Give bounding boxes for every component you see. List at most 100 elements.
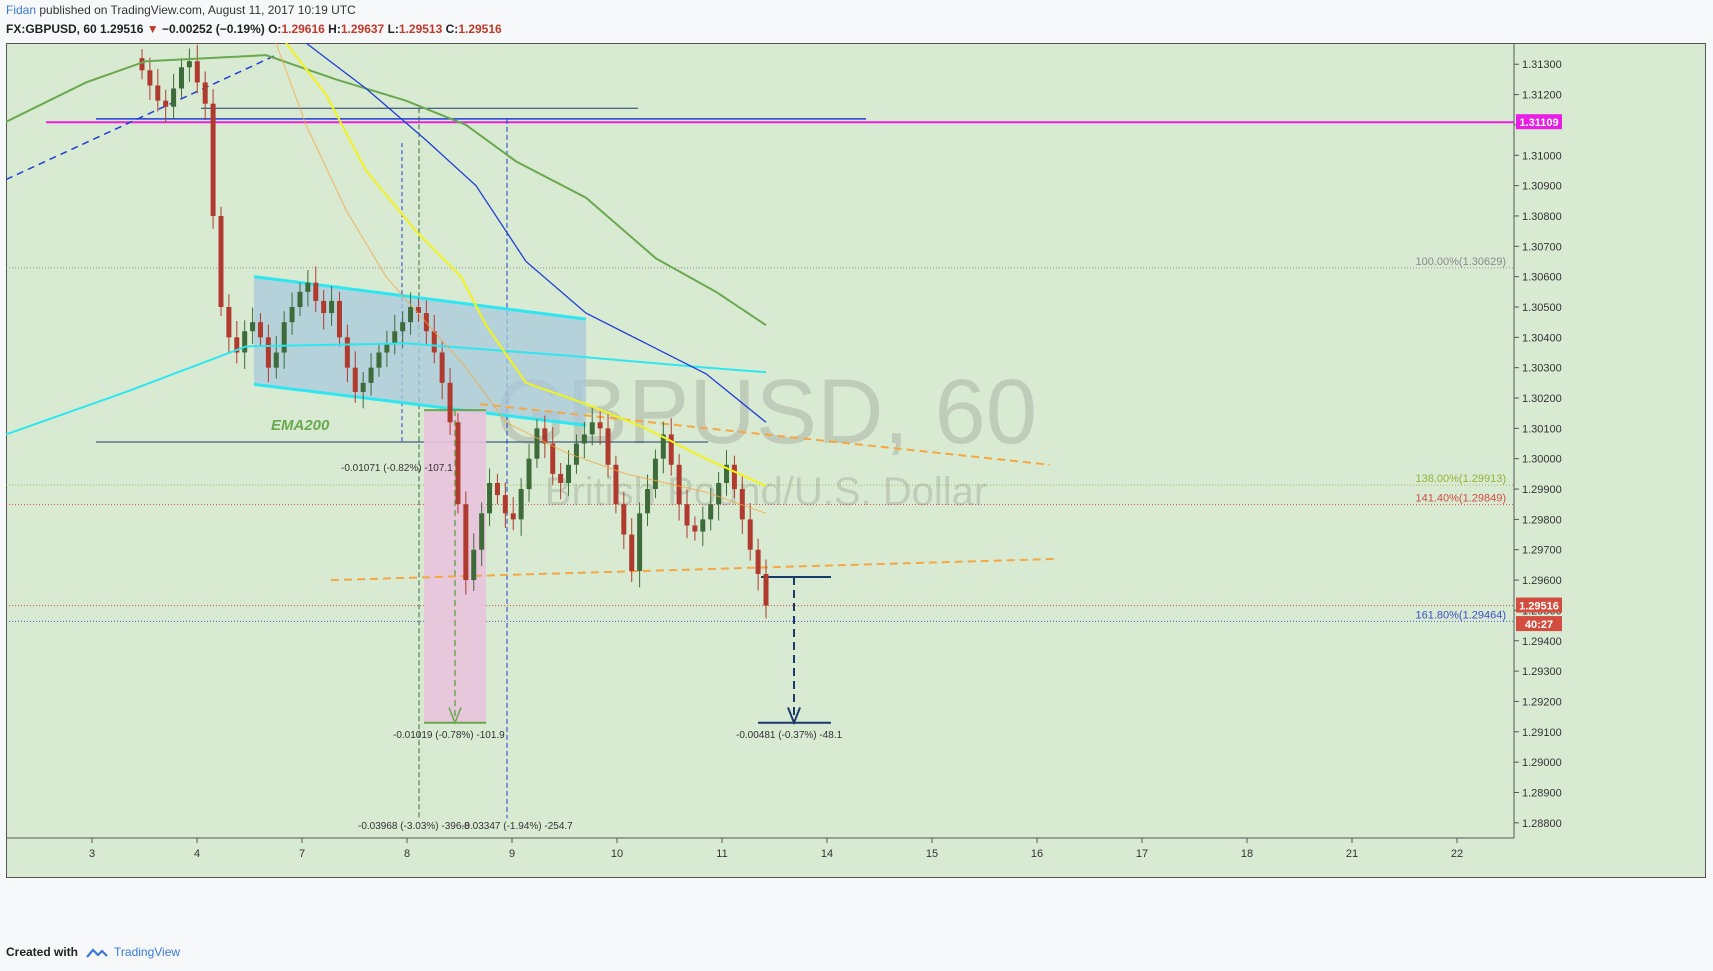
price-tick-label: 1.29200	[1522, 696, 1562, 708]
candle-up	[178, 67, 184, 89]
candle-down	[139, 58, 145, 71]
candle-down	[210, 103, 216, 216]
trendline-orange-upper	[479, 403, 1051, 466]
time-tick-label: 16	[1031, 848, 1043, 860]
candle-down	[439, 352, 445, 383]
price-tag-box	[1516, 114, 1562, 130]
candle-down	[613, 464, 619, 505]
fib-level-label: 141.40%(1.29849)	[1415, 493, 1506, 505]
low-value: 1.29513	[398, 22, 443, 36]
time-tick-label: 7	[299, 848, 305, 860]
price-tag-label: 1.31109	[1519, 117, 1558, 129]
candle-down	[336, 300, 342, 338]
tradingview-logo-icon	[86, 948, 108, 958]
price-tick-label: 1.28800	[1522, 818, 1562, 830]
close-label: C:	[445, 22, 459, 36]
price-tick-label: 1.31200	[1522, 90, 1562, 102]
candle-down	[550, 443, 556, 474]
time-axis[interactable]: 3 4 7 8 9 10 11 14 15 16 17 18 21 22	[89, 838, 1463, 860]
time-tick-label: 18	[1241, 848, 1253, 860]
candle-up	[526, 458, 532, 490]
candle-down	[502, 495, 508, 514]
open-value: 1.29616	[281, 22, 325, 36]
candle-up	[408, 306, 414, 323]
candle-up	[297, 291, 303, 307]
candle-up	[305, 282, 311, 292]
price-tick-label: 1.31000	[1522, 150, 1562, 162]
price-tick-label: 1.29700	[1522, 545, 1562, 557]
chart-border	[6, 43, 1706, 878]
candle-up	[273, 352, 279, 368]
candle-down	[510, 513, 516, 520]
ma-green-line	[5, 54, 767, 327]
candle-down	[313, 282, 319, 301]
candle-down	[447, 382, 453, 423]
price-tick-label: 1.30500	[1522, 302, 1562, 314]
candle-up	[637, 513, 643, 571]
candle-down	[202, 82, 208, 104]
candle-down	[234, 337, 240, 353]
time-tick-label: 21	[1346, 848, 1358, 860]
chart-frame[interactable]: GBPUSD, 60 British Pound/U.S. Dollar 100…	[5, 42, 1706, 935]
candle-down	[755, 549, 761, 575]
candle-up	[376, 352, 382, 368]
annotation-label: -0.03347 (-1.94%) -254.7	[461, 821, 573, 832]
candle-down	[226, 306, 232, 338]
candle-up	[724, 464, 730, 483]
candle-up	[289, 306, 295, 323]
candle-down	[684, 504, 690, 526]
time-tick-label: 22	[1451, 848, 1463, 860]
candle-up	[566, 464, 572, 483]
price-tick-label: 1.30700	[1522, 241, 1562, 253]
overlays-layer: EMA200 -0.01071 (-0.82%) -107.1 -0.01019 (…	[5, 42, 843, 832]
candle-up	[242, 331, 248, 353]
annotation-label: -0.03968 (-3.03%) -396.8	[358, 821, 470, 832]
candle-up	[392, 331, 398, 344]
candle-down	[194, 61, 200, 83]
time-tick-label: 15	[926, 848, 938, 860]
price-tick-label: 1.30000	[1522, 454, 1562, 466]
high-value: 1.29637	[340, 22, 385, 36]
author-name[interactable]: Fidan	[6, 3, 37, 17]
price-tag-box	[1516, 616, 1562, 632]
arrow-down-icon	[448, 707, 462, 725]
candle-down	[739, 489, 745, 520]
candle-up	[573, 443, 579, 465]
price-tick-label: 1.29800	[1522, 514, 1562, 526]
candle-down	[155, 85, 161, 101]
down-triangle-icon: ▼	[146, 22, 159, 36]
price-chart[interactable]: GBPUSD, 60 British Pound/U.S. Dollar 100…	[5, 42, 1706, 935]
candle-down	[455, 422, 461, 505]
fib-level-label: 138.00%(1.29913)	[1415, 473, 1506, 485]
candle-up	[186, 61, 192, 68]
last-price: 1.29516	[100, 22, 144, 36]
flag-channel-bottom	[253, 382, 587, 427]
time-tick-label: 3	[89, 848, 95, 860]
low-label: L:	[387, 22, 399, 36]
price-tick-label: 1.31300	[1522, 59, 1562, 71]
price-tick-label: 1.30100	[1522, 423, 1562, 435]
candle-down	[731, 464, 737, 490]
price-tag-label: 40:27	[1525, 619, 1553, 631]
time-tick-label: 4	[194, 848, 200, 860]
ma-blue-line	[305, 42, 767, 423]
candle-down	[747, 519, 753, 550]
created-with-label: Created with	[6, 945, 79, 959]
time-tick-label: 17	[1136, 848, 1148, 860]
symbol-label: FX:GBPUSD, 60	[6, 22, 97, 36]
candle-up	[250, 322, 256, 332]
candle-up	[716, 482, 722, 505]
price-tag-label: 1.29516	[1519, 601, 1559, 613]
high-label: H:	[328, 22, 341, 36]
tradingview-brand[interactable]: TradingView	[114, 945, 181, 959]
price-tick-label: 1.29600	[1522, 575, 1562, 587]
candle-up	[368, 367, 374, 383]
annotation-label: -0.01019 (-0.78%) -101.9	[393, 730, 505, 741]
candle-up	[171, 88, 177, 107]
open-label: O:	[268, 22, 282, 36]
candle-up	[534, 428, 540, 459]
candle-up	[660, 434, 666, 459]
candle-up	[581, 434, 587, 444]
time-tick-label: 14	[821, 848, 833, 860]
price-axis[interactable]: 1.313001.312001.311001.310001.309001.308…	[1514, 59, 1562, 830]
